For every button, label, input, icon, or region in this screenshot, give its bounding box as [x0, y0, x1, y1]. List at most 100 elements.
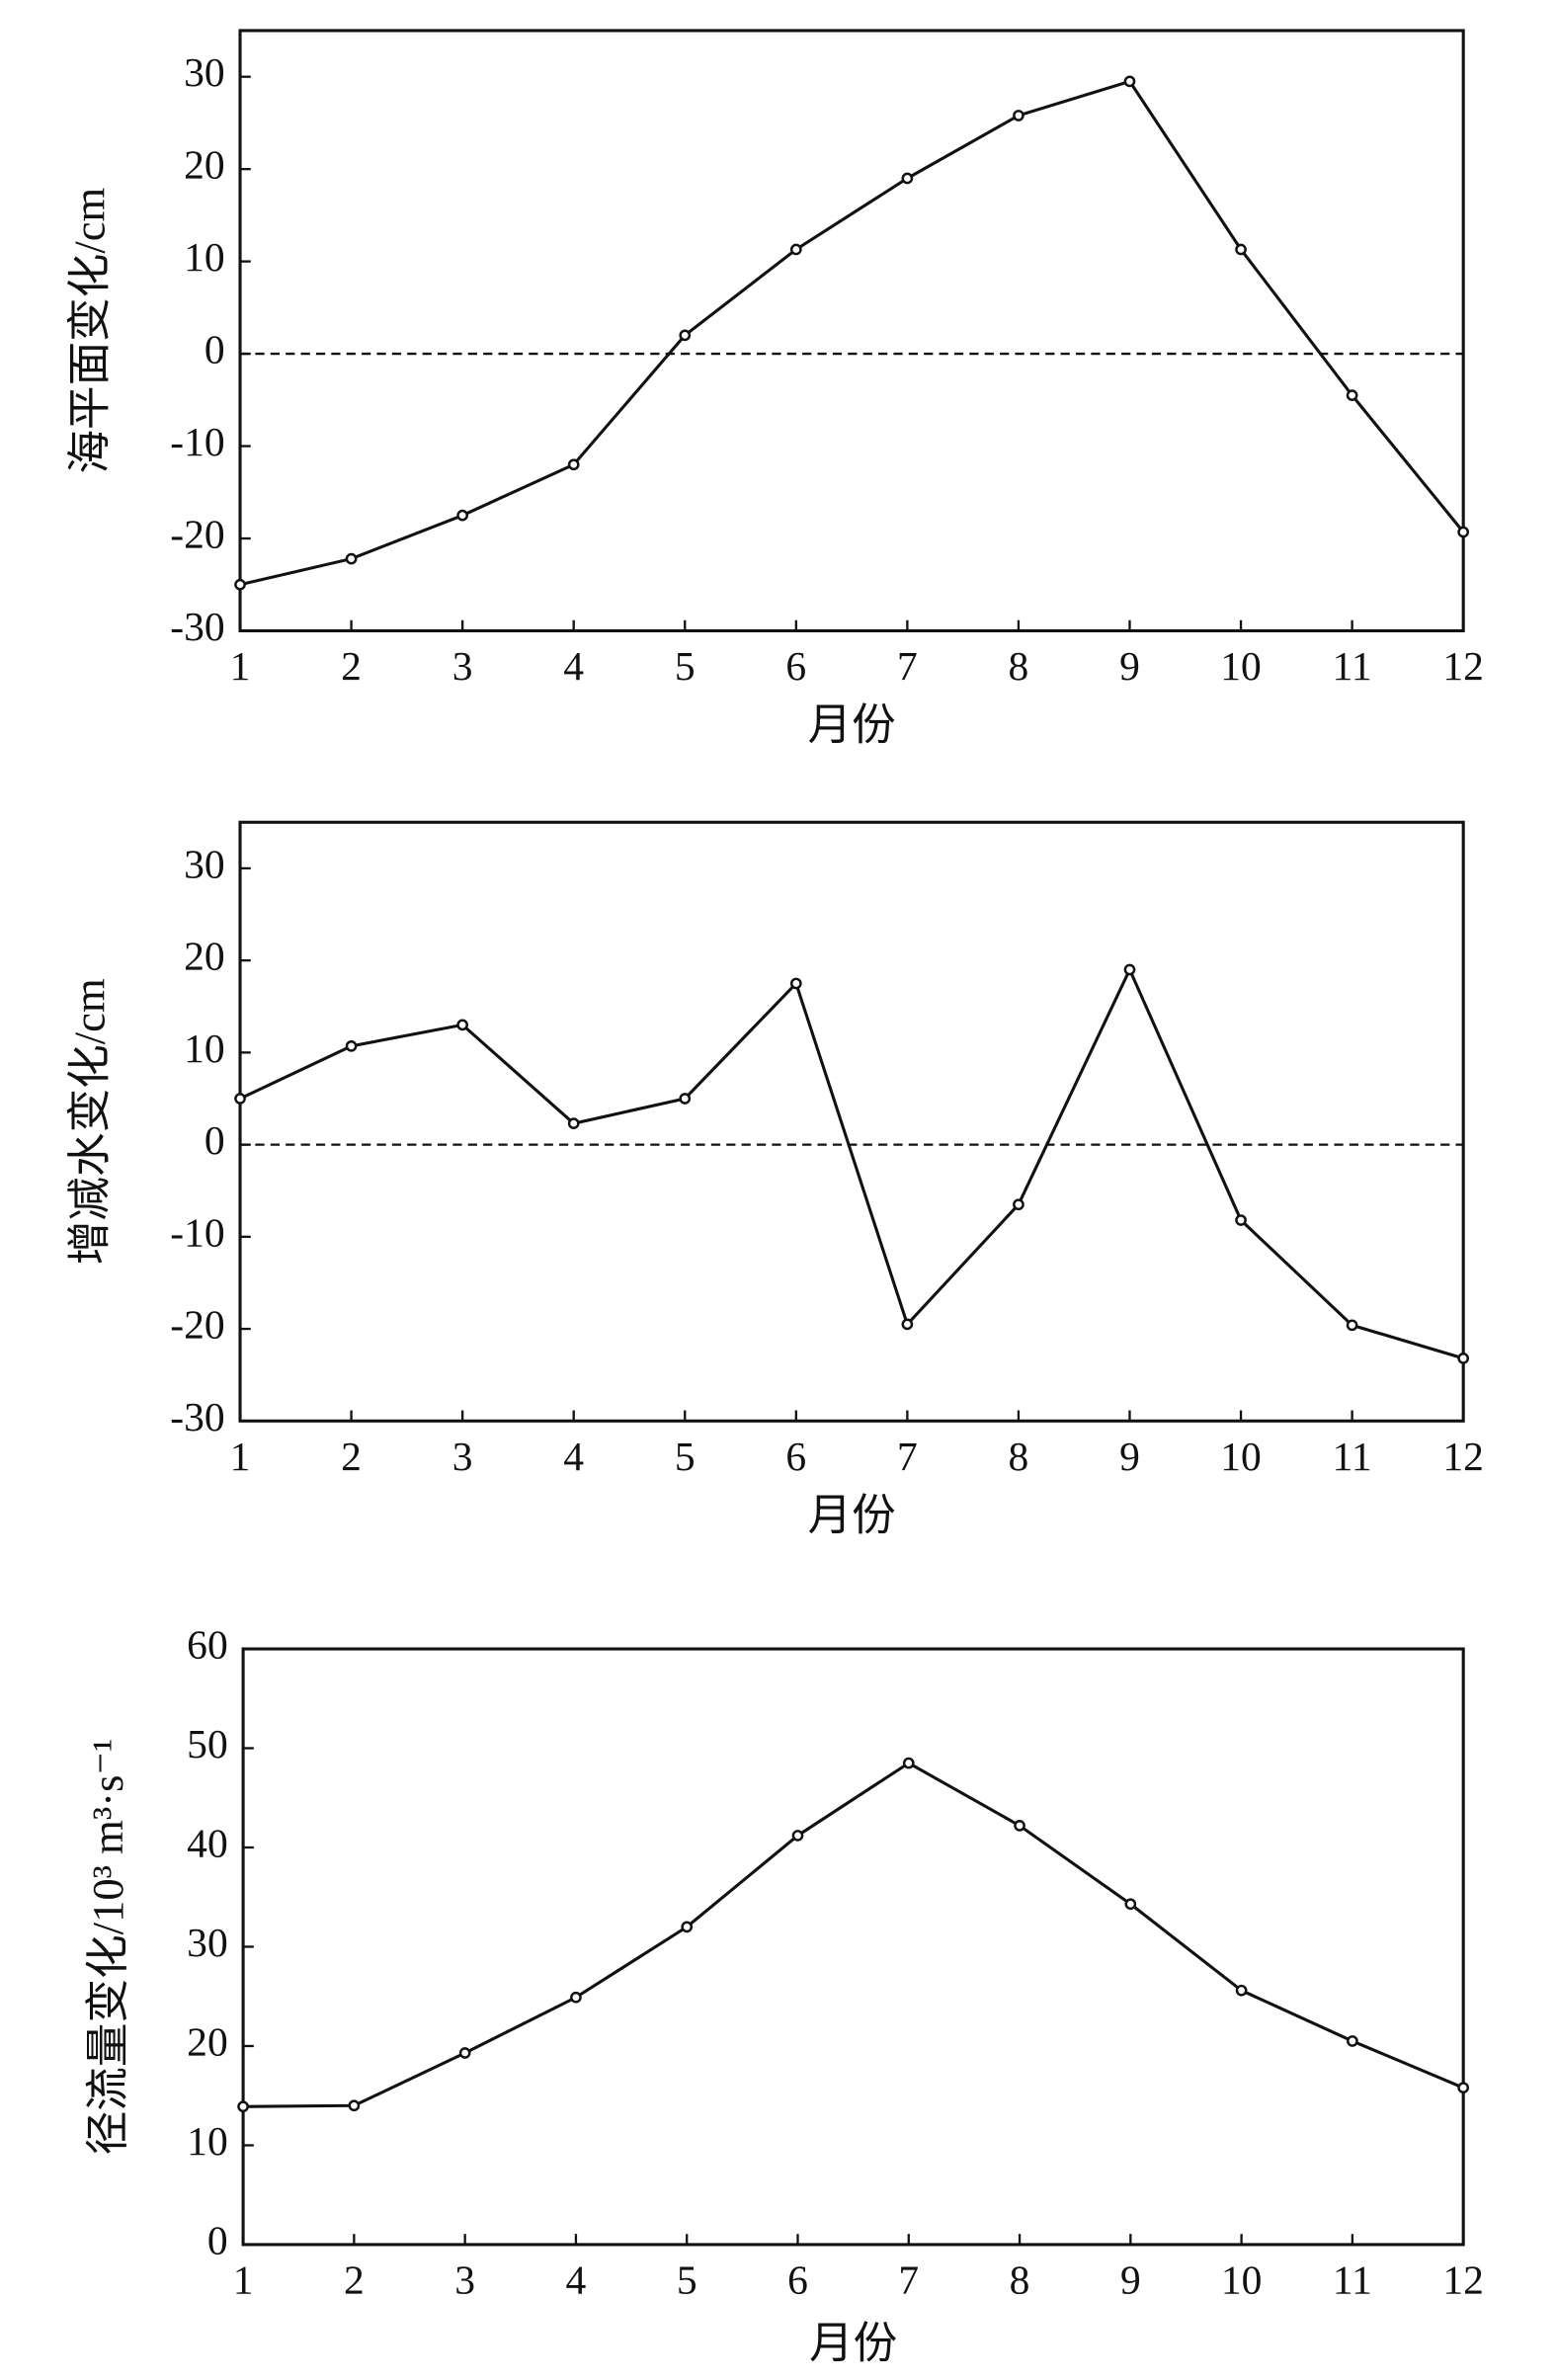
- x-tick-label: 1: [233, 2257, 254, 2302]
- data-point: [1235, 1214, 1247, 1226]
- x-tick-label: 6: [787, 2257, 808, 2302]
- data-point: [237, 2100, 249, 2113]
- data-point: [456, 509, 468, 522]
- y-tick-label: -10: [170, 419, 224, 464]
- data-point: [902, 1757, 915, 1769]
- data-point: [791, 1830, 804, 1842]
- x-tick-label: 10: [1220, 643, 1262, 689]
- x-tick-label: 8: [1010, 2257, 1030, 2302]
- data-point: [789, 243, 802, 256]
- y-tick-label: -10: [170, 1209, 224, 1255]
- x-tick-label: 7: [897, 1434, 918, 1479]
- y-tick-label: 0: [205, 1117, 225, 1163]
- y-tick-label: 10: [184, 1026, 225, 1071]
- data-point: [567, 1117, 580, 1129]
- x-tick-label: 8: [1009, 1434, 1029, 1479]
- y-tick-label: 30: [187, 1920, 228, 1965]
- data-point: [1123, 75, 1136, 88]
- data-point: [1347, 2035, 1358, 2047]
- y-tick-label: -20: [170, 512, 224, 557]
- y-tick-label: 10: [184, 234, 225, 280]
- data-point: [567, 458, 580, 471]
- y-axis-label: 海平面变化/cm: [65, 188, 115, 474]
- data-line: [243, 1761, 1464, 2108]
- data-point: [901, 172, 914, 185]
- plot-frame: [238, 820, 1465, 1423]
- data-point: [1013, 110, 1024, 122]
- y-tick-label: -30: [170, 1394, 224, 1439]
- y-axis-label: 增减水变化/cm: [65, 978, 115, 1265]
- plot-frame: [238, 29, 1465, 633]
- x-tick-label: 3: [452, 1434, 473, 1479]
- x-tick-label: 9: [1120, 2257, 1141, 2302]
- data-point: [234, 1093, 246, 1105]
- plot-frame: [241, 1647, 1465, 2247]
- x-tick-label: 2: [341, 1434, 362, 1479]
- y-tick-label: 20: [184, 142, 225, 188]
- data-point: [789, 977, 802, 990]
- data-point: [1235, 1984, 1248, 1997]
- data-point: [1123, 963, 1136, 976]
- data-point: [1346, 389, 1358, 401]
- data-point: [1346, 1319, 1358, 1332]
- y-tick-label: 0: [205, 327, 225, 372]
- x-tick-label: 5: [675, 643, 696, 689]
- data-point: [1457, 2082, 1470, 2094]
- data-point: [1235, 243, 1247, 256]
- data-point: [345, 552, 358, 565]
- x-tick-label: 4: [566, 2257, 587, 2302]
- x-tick-label: 12: [1442, 1434, 1484, 1479]
- x-tick-label: 9: [1119, 1434, 1140, 1479]
- data-point: [348, 2099, 361, 2112]
- x-tick-label: 7: [898, 2257, 919, 2302]
- x-tick-label: 10: [1220, 1434, 1262, 1479]
- y-tick-label: 30: [184, 841, 225, 886]
- x-tick-label: 3: [454, 2257, 475, 2302]
- x-tick-label: 5: [677, 2257, 697, 2302]
- y-tick-label: -20: [170, 1302, 224, 1348]
- x-tick-label: 11: [1333, 643, 1372, 689]
- x-tick-label: 12: [1442, 2257, 1484, 2302]
- x-tick-label: 1: [230, 643, 251, 689]
- data-point: [901, 1318, 914, 1331]
- x-tick-label: 2: [341, 643, 362, 689]
- x-tick-label: 2: [344, 2257, 365, 2302]
- x-axis-label: 月份: [809, 2319, 897, 2368]
- x-tick-label: 4: [563, 643, 584, 689]
- data-point: [234, 578, 246, 591]
- data-point: [1457, 526, 1470, 538]
- y-tick-label: 40: [187, 1821, 228, 1866]
- data-point: [456, 1019, 468, 1031]
- y-axis-label: 径流量变化/10³ m³·s⁻¹: [83, 1739, 132, 2156]
- y-tick-label: 30: [184, 49, 225, 95]
- y-tick-label: 10: [187, 2118, 228, 2164]
- data-point: [681, 1921, 694, 1933]
- x-tick-label: 9: [1119, 643, 1140, 689]
- x-tick-label: 5: [675, 1434, 696, 1479]
- data-point: [1013, 1198, 1024, 1211]
- x-tick-label: 11: [1333, 2257, 1372, 2302]
- x-axis-label: 月份: [807, 1490, 895, 1539]
- x-axis-label: 月份: [807, 700, 895, 750]
- x-tick-label: 6: [785, 1434, 806, 1479]
- x-tick-label: 6: [785, 643, 806, 689]
- y-tick-label: 0: [207, 2217, 228, 2262]
- data-point: [458, 2047, 471, 2059]
- data-line: [239, 965, 1464, 1360]
- data-point: [570, 1991, 582, 2004]
- y-tick-label: 20: [187, 2018, 228, 2064]
- x-tick-label: 7: [897, 643, 918, 689]
- x-tick-label: 10: [1221, 2257, 1263, 2302]
- x-tick-label: 4: [563, 1434, 584, 1479]
- data-point: [345, 1039, 358, 1052]
- y-tick-label: 60: [187, 1622, 228, 1668]
- y-tick-label: 20: [184, 934, 225, 979]
- y-tick-label: -30: [170, 604, 224, 649]
- data-point: [679, 329, 692, 342]
- x-tick-label: 3: [452, 643, 473, 689]
- data-point: [679, 1093, 692, 1105]
- data-point: [1457, 1353, 1470, 1364]
- x-tick-label: 11: [1333, 1434, 1372, 1479]
